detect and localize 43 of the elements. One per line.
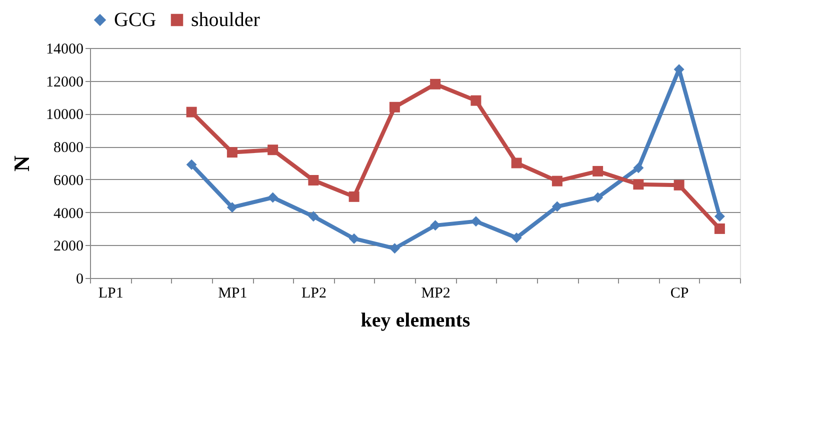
point	[633, 162, 644, 174]
point	[268, 192, 278, 203]
point	[592, 166, 604, 176]
point	[633, 179, 644, 190]
point	[511, 158, 522, 168]
point	[308, 175, 319, 186]
y-tick-label: 12000	[46, 74, 84, 90]
point	[511, 232, 522, 243]
point	[592, 192, 604, 203]
point	[674, 180, 684, 190]
point	[268, 144, 278, 156]
y-axis-title: N	[9, 155, 34, 172]
legend-label: shoulder	[191, 9, 260, 31]
point	[186, 106, 197, 118]
point	[714, 223, 725, 234]
y-tick-label: 10000	[46, 107, 84, 124]
point	[552, 176, 562, 186]
point	[348, 233, 360, 244]
point	[308, 211, 319, 222]
y-tick-label: 2000	[54, 238, 84, 255]
x-tick-label: CP	[670, 286, 689, 302]
point	[226, 147, 238, 158]
point	[186, 159, 197, 170]
x-tick-label: LP2	[301, 286, 326, 302]
y-tick-label: 8000	[54, 140, 84, 156]
point	[389, 243, 400, 254]
point	[348, 191, 360, 202]
y-tick-label: 0	[76, 272, 84, 288]
point	[226, 202, 238, 213]
legend-label: GCG	[114, 9, 156, 31]
y-tick-label: 4000	[54, 206, 84, 222]
y-tick-label: 6000	[54, 172, 84, 189]
x-tick-label: LP1	[98, 286, 124, 302]
x-tick-label: MP2	[421, 286, 450, 302]
point	[470, 95, 482, 106]
point	[389, 102, 400, 112]
x-tick-label: MP1	[218, 286, 248, 302]
point	[552, 201, 562, 212]
y-tick-label: 14000	[46, 42, 84, 58]
point	[430, 78, 441, 90]
x-axis-title: key elements	[360, 310, 470, 332]
point	[470, 216, 482, 227]
point	[714, 211, 725, 222]
